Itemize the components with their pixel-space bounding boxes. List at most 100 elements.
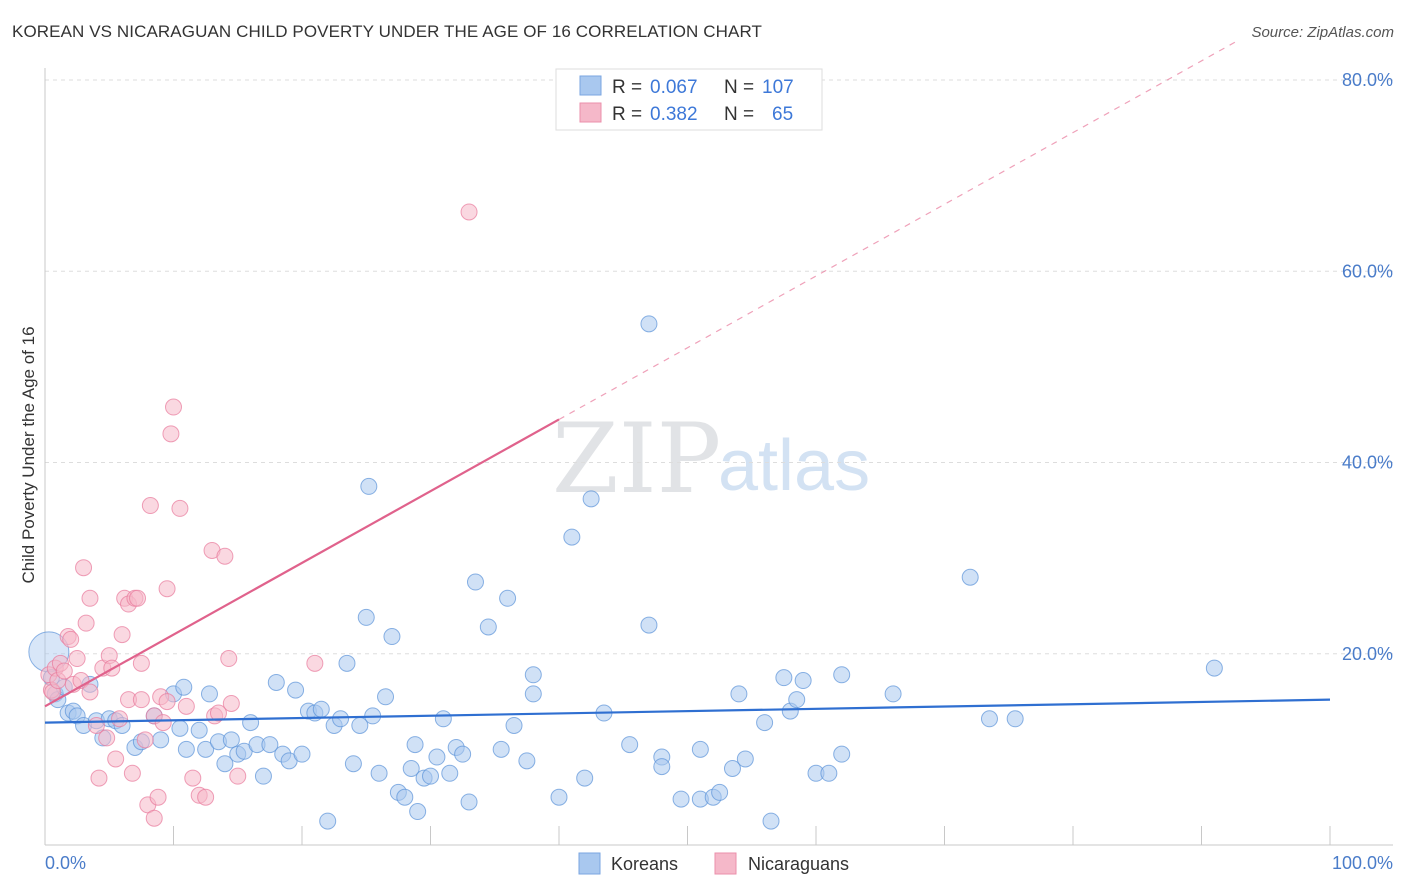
- korean-point: [505, 716, 523, 734]
- korean-point: [788, 691, 806, 709]
- nicaraguan-point: [177, 697, 195, 715]
- korean-point: [833, 745, 851, 763]
- korean-point: [216, 755, 234, 773]
- legend-n-label-nicaraguans: N =: [724, 104, 754, 125]
- bottom-legend-swatch-nicaraguans: [714, 852, 737, 875]
- korean-point: [524, 685, 542, 703]
- series-koreans-points: [28, 315, 1223, 830]
- korean-point: [820, 764, 838, 782]
- korean-point: [357, 608, 375, 626]
- y-tick-label: 40.0%: [1342, 453, 1393, 473]
- korean-point: [332, 710, 350, 728]
- korean-point: [640, 616, 658, 634]
- legend-n-value-nicaraguans: 65: [772, 104, 793, 125]
- korean-point: [200, 685, 218, 703]
- nicaraguan-point: [145, 809, 163, 827]
- korean-point: [383, 628, 401, 646]
- korean-point: [1006, 710, 1024, 728]
- stats-legend: R = 0.067 N = 107 R = 0.382 N = 65: [555, 68, 823, 131]
- nicaraguan-point: [306, 654, 324, 672]
- korean-point: [479, 618, 497, 636]
- nicaraguan-point: [90, 769, 108, 787]
- legend-swatch-nicaraguans: [579, 102, 602, 123]
- korean-point: [441, 764, 459, 782]
- korean-point: [261, 736, 279, 754]
- nicaraguan-point: [113, 626, 131, 644]
- korean-point: [466, 573, 484, 591]
- chart-title: KOREAN VS NICARAGUAN CHILD POVERTY UNDER…: [12, 22, 763, 41]
- korean-point: [1205, 659, 1223, 677]
- nicaraguan-point: [68, 650, 86, 668]
- nicaraguan-point: [220, 650, 238, 668]
- y-tick-label: 20.0%: [1342, 644, 1393, 664]
- source-label: Source: ZipAtlas.com: [1251, 24, 1394, 41]
- korean-point: [222, 731, 240, 749]
- korean-point: [736, 750, 754, 768]
- nicaraguan-point: [81, 589, 99, 607]
- series-nicaraguans-points: [40, 203, 478, 827]
- y-axis-title: Child Poverty Under the Age of 16: [19, 326, 38, 583]
- y-tick-label: 60.0%: [1342, 261, 1393, 281]
- korean-point: [775, 669, 793, 687]
- korean-point: [961, 568, 979, 586]
- gridlines: [45, 79, 1393, 655]
- korean-point: [550, 788, 568, 806]
- bottom-legend-swatch-koreans: [578, 852, 601, 875]
- korean-point: [672, 790, 690, 808]
- nicaraguan-point: [132, 691, 150, 709]
- korean-point: [319, 812, 337, 830]
- watermark-atlas: atlas: [718, 426, 870, 506]
- korean-point: [582, 490, 600, 508]
- nicaraguan-point: [129, 589, 147, 607]
- korean-point: [197, 740, 215, 758]
- nicaraguan-point: [216, 547, 234, 565]
- korean-point: [762, 812, 780, 830]
- korean-point: [723, 760, 741, 777]
- nicaraguan-point: [162, 425, 180, 443]
- korean-point: [794, 672, 812, 690]
- nicaraguan-point: [209, 704, 227, 722]
- korean-point: [884, 685, 902, 703]
- nicaraguan-point: [81, 683, 99, 701]
- nicaraguan-point: [132, 654, 150, 672]
- nicaraguan-point: [229, 767, 247, 785]
- nicaraguan-point: [154, 714, 172, 732]
- trend-lines: [44, 41, 1331, 724]
- korean-point: [640, 315, 658, 333]
- korean-point: [287, 681, 305, 699]
- nicaraguan-point: [77, 614, 95, 632]
- korean-point: [422, 767, 439, 785]
- nicaraguan-point: [158, 580, 176, 598]
- nicaraguan-point: [149, 788, 167, 806]
- x-tick-label-max: 100.0%: [1332, 853, 1393, 873]
- korean-point: [377, 688, 395, 706]
- korean-point: [563, 528, 581, 546]
- korean-point: [524, 666, 542, 684]
- watermark-zip: ZIP: [552, 403, 721, 515]
- korean-point: [175, 678, 193, 696]
- korean-point: [267, 673, 285, 691]
- korean-point: [254, 767, 272, 785]
- bottom-legend-label-nicaraguans: Nicaraguans: [748, 854, 849, 874]
- legend-swatch-koreans: [579, 75, 602, 96]
- legend-r-label-koreans: R =: [612, 77, 642, 98]
- korean-point: [711, 783, 729, 801]
- korean-point: [499, 589, 517, 607]
- y-tick-label: 80.0%: [1342, 70, 1393, 90]
- legend-r-value-koreans: 0.067: [650, 77, 698, 98]
- korean-point: [518, 752, 536, 770]
- x-tick-label-min: 0.0%: [45, 853, 86, 873]
- korean-point: [576, 769, 594, 787]
- legend-r-value-nicaraguans: 0.382: [650, 104, 698, 125]
- nicaraguan-point: [123, 764, 141, 782]
- legend-n-label-koreans: N =: [724, 77, 754, 98]
- korean-point: [344, 755, 362, 773]
- nicaraguan-point: [165, 398, 182, 416]
- x-tick-marks: [173, 826, 1331, 845]
- y-tick-labels: 20.0% 40.0% 60.0% 80.0%: [1342, 70, 1393, 664]
- legend-n-value-koreans: 107: [762, 77, 794, 98]
- korean-point: [653, 758, 671, 776]
- korean-point: [242, 714, 260, 732]
- korean-point: [409, 803, 427, 821]
- korean-point: [360, 477, 378, 495]
